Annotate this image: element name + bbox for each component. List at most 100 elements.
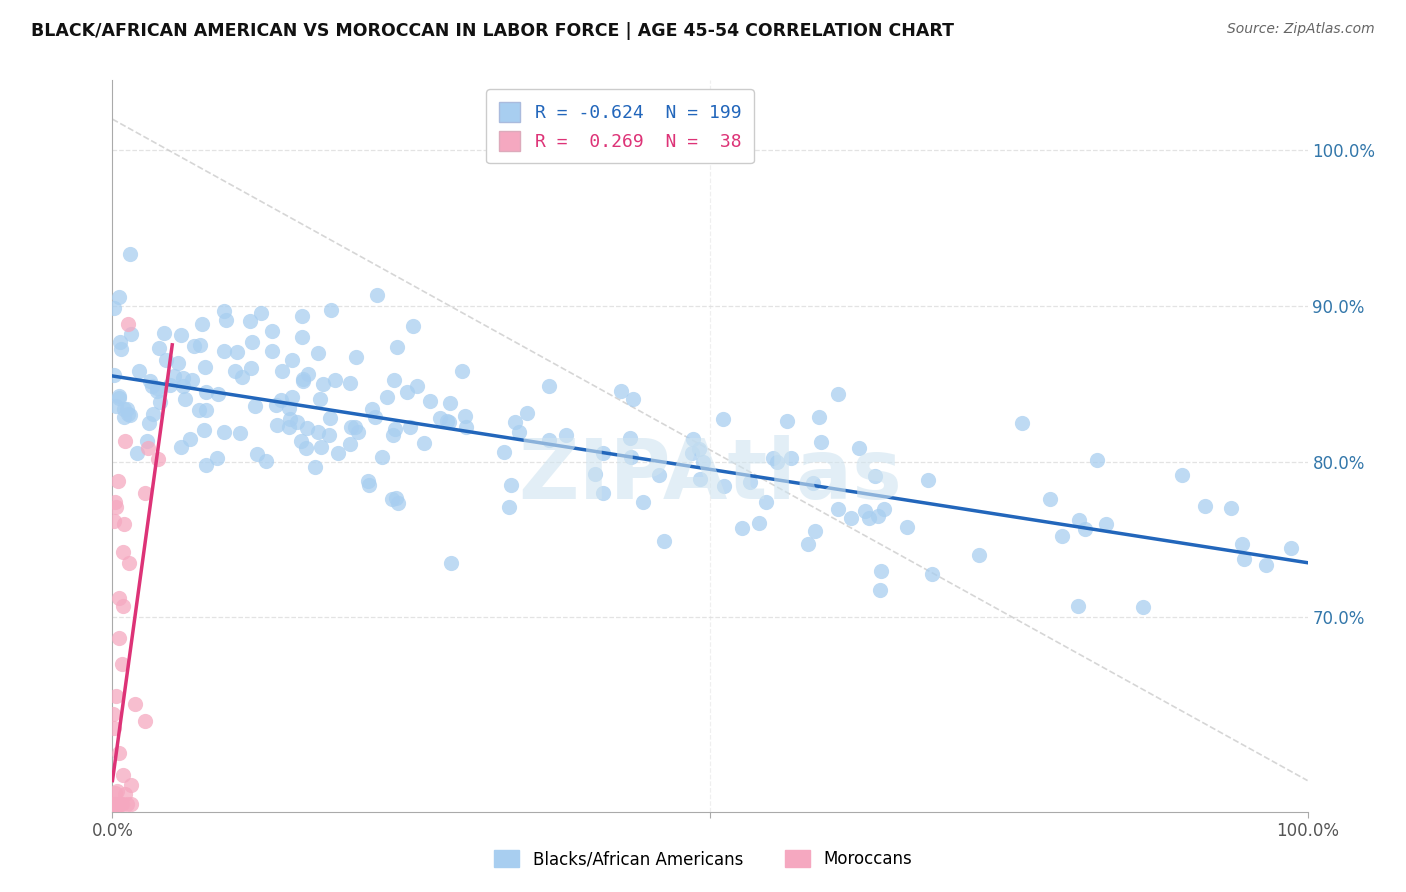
Point bbox=[853, 504, 876, 518]
Point bbox=[108, 591, 131, 605]
Point bbox=[868, 508, 890, 523]
Point bbox=[295, 441, 318, 455]
Point bbox=[538, 379, 561, 393]
Point bbox=[141, 379, 163, 393]
Point bbox=[454, 409, 477, 423]
Point bbox=[841, 511, 863, 525]
Point bbox=[401, 319, 423, 334]
Point bbox=[250, 306, 273, 320]
Point bbox=[291, 371, 314, 385]
Point bbox=[105, 797, 128, 811]
Point bbox=[323, 373, 346, 387]
Point bbox=[339, 437, 361, 451]
Point bbox=[290, 434, 312, 448]
Point bbox=[191, 317, 214, 331]
Point bbox=[134, 714, 156, 729]
Legend: R = -0.624  N = 199, R =  0.269  N =  38: R = -0.624 N = 199, R = 0.269 N = 38 bbox=[486, 89, 754, 163]
Point bbox=[136, 441, 159, 455]
Point bbox=[801, 475, 824, 490]
Point bbox=[281, 390, 304, 404]
Point bbox=[240, 335, 263, 350]
Point bbox=[127, 446, 149, 460]
Point bbox=[364, 409, 387, 424]
Point bbox=[170, 327, 193, 342]
Point bbox=[262, 324, 284, 338]
Point bbox=[921, 566, 943, 581]
Point bbox=[366, 288, 388, 302]
Point bbox=[270, 392, 292, 407]
Point bbox=[1011, 417, 1033, 431]
Point bbox=[111, 657, 134, 672]
Point bbox=[583, 467, 606, 481]
Point bbox=[827, 386, 849, 401]
Point bbox=[108, 797, 131, 811]
Point bbox=[254, 453, 277, 467]
Point bbox=[499, 477, 522, 491]
Point bbox=[1052, 529, 1074, 543]
Point bbox=[246, 447, 269, 461]
Point bbox=[384, 421, 406, 435]
Point bbox=[212, 304, 235, 318]
Point bbox=[385, 340, 408, 354]
Point bbox=[619, 431, 641, 445]
Point bbox=[111, 599, 134, 614]
Point bbox=[148, 341, 170, 355]
Point bbox=[194, 402, 217, 417]
Point bbox=[134, 485, 156, 500]
Point bbox=[917, 473, 939, 487]
Point bbox=[277, 420, 299, 434]
Point bbox=[748, 516, 770, 530]
Point bbox=[385, 491, 408, 506]
Point bbox=[262, 344, 284, 359]
Point bbox=[103, 368, 125, 382]
Point bbox=[118, 247, 141, 261]
Point bbox=[281, 352, 304, 367]
Point bbox=[108, 389, 131, 403]
Point bbox=[554, 427, 576, 442]
Point bbox=[508, 425, 530, 439]
Point bbox=[326, 446, 349, 460]
Point bbox=[1220, 500, 1243, 515]
Point bbox=[688, 442, 710, 456]
Point bbox=[516, 406, 538, 420]
Point bbox=[451, 363, 474, 377]
Point bbox=[1067, 599, 1090, 613]
Point bbox=[592, 486, 614, 500]
Point bbox=[167, 356, 190, 370]
Point bbox=[343, 420, 366, 434]
Point bbox=[779, 450, 801, 465]
Point bbox=[103, 514, 125, 528]
Point bbox=[339, 376, 361, 390]
Point bbox=[264, 398, 287, 412]
Point bbox=[112, 768, 135, 782]
Point bbox=[183, 339, 205, 353]
Point bbox=[243, 399, 266, 413]
Point bbox=[117, 407, 139, 421]
Point bbox=[114, 434, 136, 448]
Point bbox=[104, 797, 127, 811]
Point bbox=[172, 379, 194, 393]
Point bbox=[101, 797, 124, 811]
Point bbox=[172, 371, 194, 385]
Point bbox=[112, 409, 135, 424]
Point bbox=[124, 697, 146, 711]
Point bbox=[810, 435, 832, 450]
Point bbox=[1230, 537, 1253, 551]
Point bbox=[309, 440, 332, 454]
Point bbox=[226, 344, 249, 359]
Point bbox=[621, 392, 644, 406]
Point bbox=[375, 390, 398, 404]
Point bbox=[439, 396, 461, 410]
Point bbox=[120, 797, 142, 811]
Point bbox=[112, 402, 135, 417]
Point bbox=[155, 353, 177, 368]
Point bbox=[212, 344, 235, 359]
Point bbox=[104, 797, 127, 811]
Point bbox=[111, 545, 134, 559]
Point bbox=[239, 314, 262, 328]
Point bbox=[319, 303, 342, 318]
Point bbox=[105, 399, 128, 413]
Point bbox=[170, 440, 193, 454]
Point bbox=[229, 426, 252, 441]
Point bbox=[359, 477, 381, 491]
